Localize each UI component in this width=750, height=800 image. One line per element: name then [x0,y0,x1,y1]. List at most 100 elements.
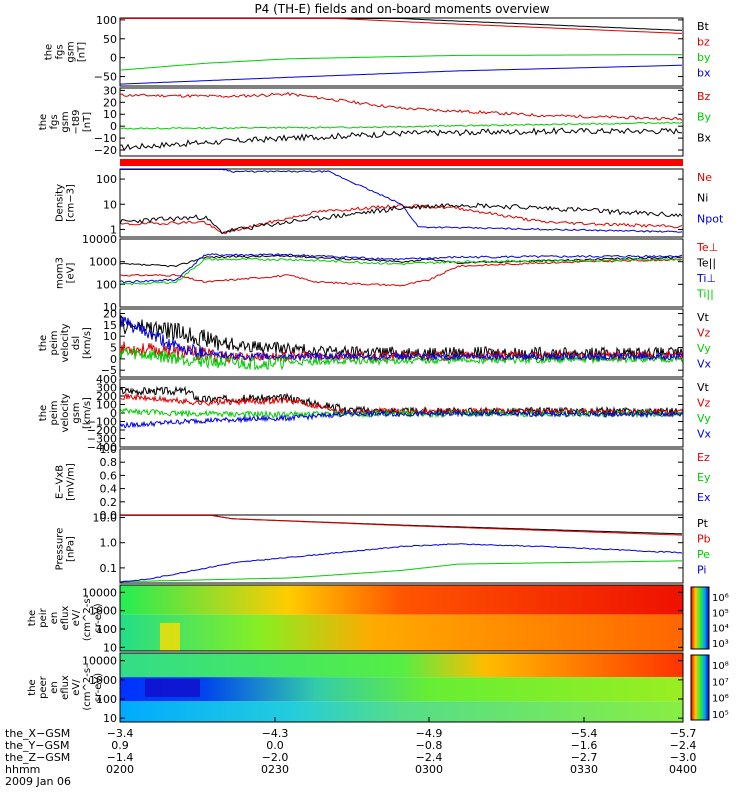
legend-entry: Ti⊥ [696,272,716,285]
legend-entry: Ex [697,491,711,504]
colorbar-label: 10⁷ [712,677,729,688]
y-tick-label: 1 [110,223,117,236]
status-bar [120,159,683,166]
series-pb [120,515,683,536]
series-te-par [120,254,683,268]
y-tick-label: 10 [103,712,117,725]
legend-entry: Npot [697,212,724,225]
series-bz-t89 [120,91,683,121]
y-axis-label: fgs [55,44,66,59]
series-vt-gsm [120,385,683,417]
legend-entry: by [697,51,711,64]
x-tick-label: −2.4 [670,739,697,752]
legend-entry: Vy [697,342,711,355]
y-axis-label: [nT] [77,42,88,62]
x-tick-label: −4.3 [262,727,289,740]
y-tick-label: 0.8 [100,456,118,469]
legend-entry: bx [697,67,711,80]
series-npot [120,169,683,233]
y-tick-label: 1000 [89,674,117,687]
legend-entry: Vx [697,428,712,441]
y-tick-label: 50 [103,33,117,46]
y-tick-label: −20 [94,144,117,157]
y-tick-label: 0 [110,407,117,420]
y-tick-label: 100 [96,14,117,27]
y-axis-label: sr-eV) [93,673,104,702]
x-tick-label: 0.0 [266,739,284,752]
y-axis-label: peer [38,675,49,699]
y-axis-label: (cm^2-s- [82,664,93,711]
y-tick-label: 10 [103,108,117,121]
y-tick-label: 100 [96,173,117,186]
y-tick-label: 10.0 [93,512,118,525]
y-axis-label: velocity [60,323,71,362]
legend-entry: Te⊥ [696,241,718,254]
y-axis-label: dsl [71,336,82,350]
y-axis-label: the [27,610,38,626]
y-axis-label: eflux [60,606,71,631]
x-tick-label: −0.8 [416,739,443,752]
spectrogram-band [120,585,683,615]
legend-entry: Te|| [696,257,716,270]
y-axis-label: [cm−3] [66,184,77,222]
legend-entry: Vx [697,358,712,371]
y-tick-label: 1.0 [100,537,118,550]
panel-frame [119,17,684,87]
y-axis-label: (cm^2-s- [82,594,93,641]
x-tick-label: 0300 [415,763,443,776]
colorbar-label: 10⁵ [712,710,729,721]
colorbar-label: 10⁵ [712,608,729,619]
y-tick-label: 10000 [82,586,117,599]
y-tick-label: 15 [103,319,117,332]
x-tick-label: −4.9 [416,727,443,740]
series-bx-t89 [120,127,683,151]
chart-title: P4 (TH-E) fields and on-board moments ov… [254,2,549,16]
series-ne [120,204,683,235]
legend-entry: Ti|| [696,288,714,301]
y-axis-label: gsm [60,111,71,132]
y-axis-label: [km/s] [82,327,93,359]
legend-entry: Pi [697,564,706,577]
legend-entry: Pt [697,517,709,530]
x-tick-label: 0400 [669,763,697,776]
y-axis-label: the [27,679,38,695]
x-tick-label: −3.4 [107,727,134,740]
y-axis-label: Pressure [55,528,66,571]
spectrogram-band [120,701,683,722]
panel-frame [119,448,684,516]
y-tick-label: 0.4 [100,483,118,496]
series-pt [120,515,683,535]
y-axis-label: mom3 [55,257,66,289]
y-tick-label: 10 [103,198,117,211]
y-axis-label: eV/ [71,679,82,696]
series-ti-perp [120,253,683,284]
y-tick-label: 20 [103,308,117,321]
y-tick-label: −5 [101,364,117,377]
x-tick-label: −1.6 [571,739,598,752]
x-tick-label: −1.4 [107,751,134,764]
y-axis-label: gsm [66,41,77,62]
legend-entry: Vy [697,412,711,425]
y-axis-label: [mV/m] [66,463,77,501]
x-tick-label: −5.7 [670,727,697,740]
x-row-label: the_Z−GSM [5,751,70,764]
y-tick-label: 1.0 [100,443,118,456]
legend-entry: bz [697,36,710,49]
spectrogram-feature [160,623,180,651]
series-ti-par [120,257,683,286]
y-tick-label: −200 [87,424,117,437]
series-bt [120,18,683,31]
panel-frame [119,584,684,652]
y-tick-label: 10000 [82,655,117,668]
legend-entry: Vz [697,397,711,410]
y-tick-label: 0 [110,353,117,366]
series-vt-dsl [120,314,683,361]
series-bx [120,64,683,85]
y-tick-label: 5 [110,342,117,355]
colorbar [690,586,710,650]
y-axis-label: [nPa] [66,536,77,562]
y-tick-label: 0 [110,120,117,133]
legend-entry: Pb [697,533,711,546]
panel-peer-eflux: 10⁸ 10⁷ 10⁶ 10⁵ 10000 1000 100 10 the peer en eflux… [27,652,729,725]
y-axis-label: −t89 [71,109,82,134]
